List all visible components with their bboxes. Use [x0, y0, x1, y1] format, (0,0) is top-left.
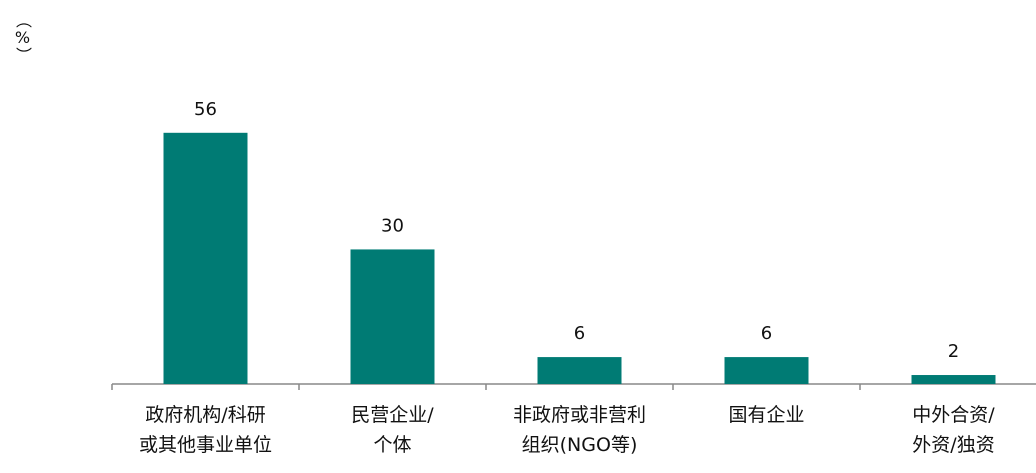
bar	[911, 375, 996, 384]
bar	[350, 249, 435, 384]
x-tick-label: 国有企业	[728, 404, 805, 426]
x-tick-label: 政府机构/科研 或其他事业单位	[138, 404, 272, 456]
bar	[537, 357, 622, 384]
value-label: 56	[194, 99, 217, 120]
value-label: 30	[381, 215, 404, 236]
x-tick-label: 民营企业/ 个体	[351, 404, 434, 456]
x-tick-label: 中外合资/ 外资/独资	[912, 404, 995, 456]
value-label: 6	[761, 323, 772, 344]
y-axis-label: （%）	[13, 12, 32, 63]
value-label: 6	[574, 323, 585, 344]
value-label: 2	[948, 341, 959, 362]
x-tick-label: 非政府或非营利 组织(NGO等)	[512, 404, 646, 456]
bar	[724, 357, 809, 384]
bar	[163, 132, 248, 384]
